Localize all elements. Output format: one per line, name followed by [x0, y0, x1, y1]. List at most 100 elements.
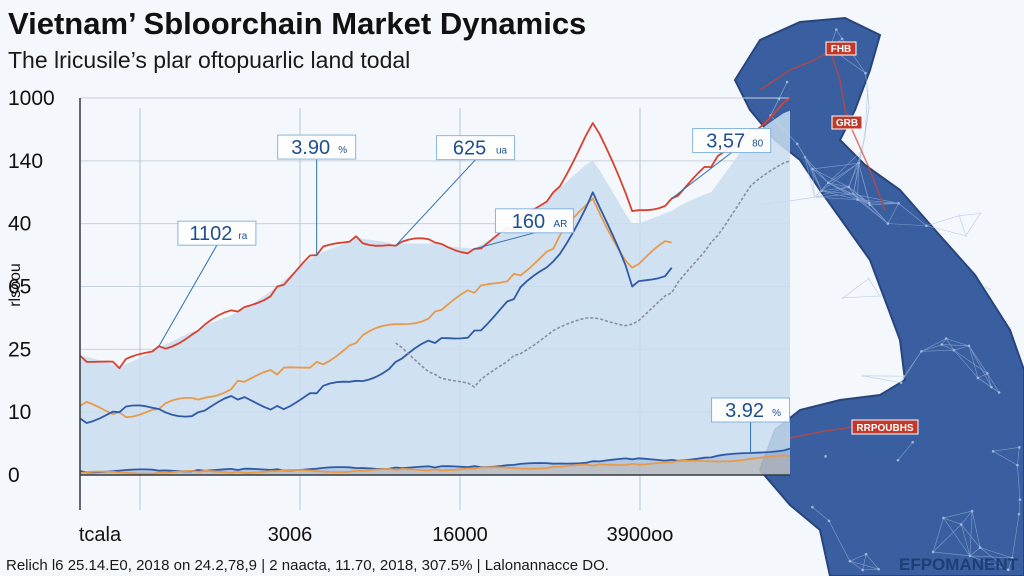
map-link	[969, 555, 1013, 559]
series-area-low-orange-series	[80, 455, 790, 475]
map-link	[926, 215, 960, 227]
callout: 625 ua	[395, 135, 516, 246]
map-link	[865, 554, 879, 570]
map-node	[848, 559, 852, 563]
map-tag-1: FHB	[825, 41, 857, 56]
data-label: 3.90	[291, 137, 330, 159]
vietnam-map	[733, 16, 1024, 576]
series-line-grey-series	[395, 160, 791, 388]
data-label: 1102	[189, 223, 232, 245]
map-node	[952, 348, 956, 352]
map-link	[842, 295, 880, 299]
map-link	[812, 168, 822, 191]
map-node	[827, 519, 831, 523]
map-link	[862, 375, 902, 384]
map-link	[849, 560, 879, 570]
data-label-unit: ua	[496, 146, 508, 157]
map-node	[867, 201, 871, 205]
map-node	[978, 546, 982, 549]
map-link	[969, 555, 1009, 571]
map-node	[984, 286, 988, 289]
data-label-unit: %	[772, 408, 781, 419]
map-tag-label: GRB	[836, 118, 858, 129]
map-link	[979, 547, 1009, 571]
map-link	[887, 223, 927, 227]
map-link	[853, 163, 859, 195]
map-link	[814, 196, 858, 200]
map-node	[920, 350, 923, 353]
x-tick-labels: tcala 3006 16000 3900oo	[79, 524, 674, 546]
callout-leader	[671, 152, 732, 199]
map-node	[824, 455, 827, 458]
data-label-unit: 80	[752, 139, 764, 150]
map-link	[987, 373, 1000, 393]
map-node	[811, 505, 814, 509]
series-area-low-blue-series	[80, 448, 790, 475]
map-link	[921, 338, 947, 352]
map-node	[985, 372, 989, 375]
map-link	[968, 345, 988, 374]
map-node	[861, 374, 865, 378]
map-link	[848, 186, 858, 200]
map-link	[828, 150, 863, 184]
map-link	[804, 156, 829, 184]
brand-logo-text: EFPOMANENT	[899, 555, 1019, 574]
map-link	[943, 510, 973, 519]
data-label: 3.92	[725, 400, 764, 422]
map-link	[953, 345, 970, 351]
map-node	[847, 185, 851, 189]
map-node	[940, 343, 944, 346]
y-tick-label: 1000	[8, 87, 55, 110]
map-link	[869, 202, 889, 224]
map-node	[886, 222, 890, 225]
map-link	[968, 345, 992, 388]
map-link	[796, 143, 813, 170]
map-link	[828, 520, 851, 562]
map-node	[834, 28, 838, 31]
map-link	[864, 107, 870, 137]
map-link	[979, 547, 1013, 559]
map-node	[878, 294, 882, 298]
map-node	[864, 552, 868, 556]
map-node	[1016, 463, 1019, 467]
map-node	[959, 523, 963, 526]
map-node	[968, 554, 972, 558]
map-link	[821, 190, 854, 195]
data-label: 3,57	[706, 131, 745, 153]
map-link	[864, 90, 868, 137]
map-network	[758, 28, 1022, 572]
y-tick-labels: 1000 140 40 65 25 10 0	[8, 87, 55, 487]
map-link	[812, 168, 849, 188]
map-link	[812, 168, 829, 184]
callout-leader	[395, 159, 476, 246]
map-node	[1017, 512, 1021, 516]
map-link	[960, 524, 971, 556]
map-link	[857, 199, 870, 204]
map-node	[867, 106, 871, 109]
map-link	[1017, 465, 1021, 500]
map-tag-label: FHB	[831, 44, 852, 55]
map-link	[953, 349, 979, 379]
map-node	[964, 234, 968, 237]
map-link	[814, 193, 854, 198]
x-tick-label: tcala	[79, 524, 122, 546]
data-label: 160	[512, 211, 545, 233]
callout: 3,57 80	[671, 128, 772, 199]
map-node	[944, 337, 948, 340]
map-node	[864, 71, 867, 75]
map-node	[897, 202, 900, 205]
map-link	[900, 351, 922, 383]
map-node	[970, 509, 974, 513]
map-link	[770, 81, 788, 116]
map-link	[932, 517, 944, 553]
map-link	[849, 560, 863, 571]
y-tick-label: 25	[8, 338, 31, 361]
data-label-unit: %	[338, 145, 347, 156]
map-node	[925, 224, 928, 228]
map-link	[945, 338, 955, 351]
data-label: 625	[453, 138, 486, 160]
map-node	[896, 458, 900, 462]
chart-title: Vietnam’ Sbloorchain Market Dynamics	[8, 6, 586, 41]
map-link	[862, 568, 879, 571]
map-link	[991, 386, 1000, 393]
